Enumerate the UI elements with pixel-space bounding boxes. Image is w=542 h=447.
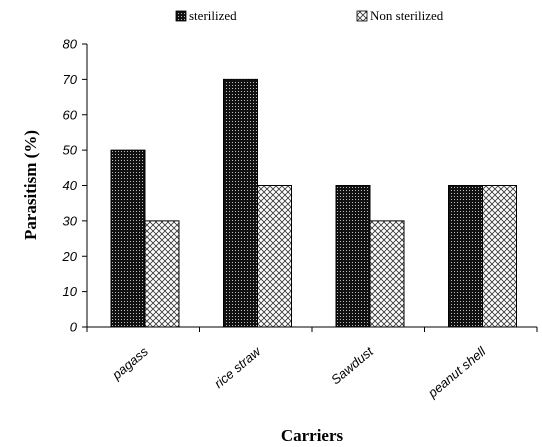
bar-non-sterilized: [482, 185, 517, 328]
x-tick-label: pagass: [108, 343, 151, 382]
y-tick-label: 50: [63, 143, 78, 158]
y-tick-label: 60: [63, 107, 78, 122]
legend-label-sterilized: sterilized: [189, 8, 237, 23]
x-axis-title: Carriers: [281, 426, 344, 445]
legend: sterilized Non sterilized: [175, 8, 444, 23]
bar-non-sterilized: [257, 185, 292, 328]
x-tick-label: rice straw: [211, 343, 264, 391]
legend-swatch-non-sterilized: [356, 10, 368, 22]
x-tick-labels: pagass rice straw Sawdust peanut shell: [108, 343, 489, 401]
y-tick-label: 80: [63, 37, 78, 52]
bar-non-sterilized: [369, 220, 405, 328]
axes: 0 10 20 30 40 50 60 70 80: [62, 37, 538, 335]
y-tick-label: 70: [63, 72, 78, 87]
bar-sterilized: [110, 149, 146, 328]
y-tick-label: 0: [70, 320, 78, 335]
y-ticks: 0 10 20 30 40 50 60 70 80: [62, 37, 87, 335]
legend-label-non-sterilized: Non sterilized: [370, 8, 444, 23]
y-tick-label: 40: [63, 178, 78, 193]
y-tick-label: 10: [63, 284, 78, 299]
y-axis-title: Parasitism (%): [21, 130, 40, 240]
x-tick-label: peanut shell: [424, 343, 489, 401]
legend-swatch-sterilized: [175, 10, 187, 22]
bar-sterilized: [335, 185, 371, 328]
bar-sterilized: [223, 78, 258, 328]
bars: [110, 78, 517, 328]
bar-sterilized: [448, 185, 483, 328]
y-tick-label: 20: [62, 249, 78, 264]
bar-non-sterilized: [144, 220, 180, 328]
x-tick-label: Sawdust: [328, 343, 377, 387]
y-tick-label: 30: [63, 213, 78, 228]
x-ticks: [86, 327, 538, 332]
